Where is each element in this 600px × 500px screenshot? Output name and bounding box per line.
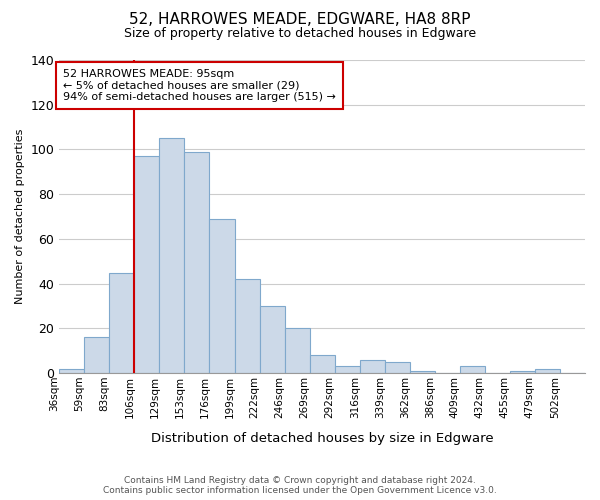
Bar: [235, 279, 260, 373]
Text: 52, HARROWES MEADE, EDGWARE, HA8 8RP: 52, HARROWES MEADE, EDGWARE, HA8 8RP: [129, 12, 471, 28]
Bar: [160, 138, 184, 373]
Bar: [59, 368, 85, 373]
Bar: [184, 152, 209, 373]
X-axis label: Distribution of detached houses by size in Edgware: Distribution of detached houses by size …: [151, 432, 493, 445]
Bar: [535, 368, 560, 373]
Text: Contains HM Land Registry data © Crown copyright and database right 2024.
Contai: Contains HM Land Registry data © Crown c…: [103, 476, 497, 495]
Bar: [209, 219, 235, 373]
Bar: [85, 338, 109, 373]
Bar: [284, 328, 310, 373]
Bar: [109, 272, 134, 373]
Bar: [510, 371, 535, 373]
Text: Size of property relative to detached houses in Edgware: Size of property relative to detached ho…: [124, 28, 476, 40]
Bar: [359, 360, 385, 373]
Bar: [385, 362, 410, 373]
Bar: [335, 366, 359, 373]
Bar: [310, 356, 335, 373]
Bar: [260, 306, 284, 373]
Bar: [134, 156, 160, 373]
Bar: [460, 366, 485, 373]
Y-axis label: Number of detached properties: Number of detached properties: [15, 129, 25, 304]
Bar: [410, 371, 435, 373]
Text: 52 HARROWES MEADE: 95sqm
← 5% of detached houses are smaller (29)
94% of semi-de: 52 HARROWES MEADE: 95sqm ← 5% of detache…: [63, 69, 336, 102]
